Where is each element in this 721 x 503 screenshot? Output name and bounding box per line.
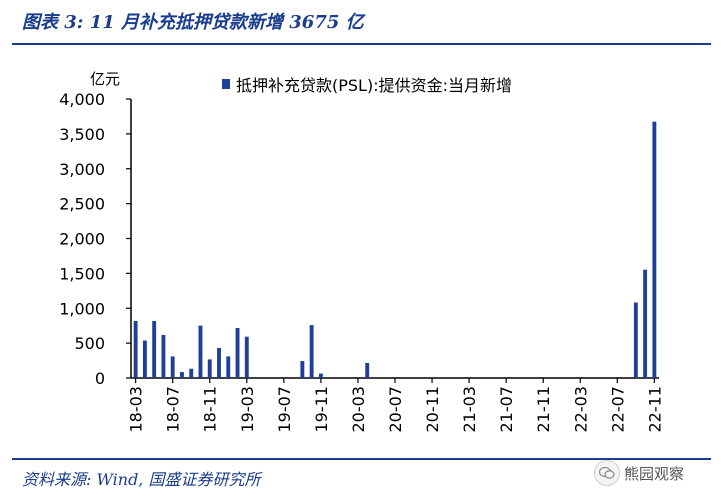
x-tick-label: 21-03 <box>460 386 479 433</box>
legend: 抵押补充贷款(PSL):提供资金:当月新增 <box>222 72 512 96</box>
source-note: 资料来源: Wind, 国盛证券研究所 <box>22 470 261 489</box>
x-tick-label: 19-03 <box>238 386 257 433</box>
title-rule <box>12 43 711 45</box>
x-tick-label: 20-03 <box>349 386 368 433</box>
y-tick-label: 2,000 <box>59 230 105 249</box>
source-rule <box>12 458 711 460</box>
legend-swatch <box>222 79 230 89</box>
y-tick-label: 4,000 <box>59 90 105 109</box>
y-tick-label: 1,000 <box>59 299 105 318</box>
y-tick-label: 500 <box>74 334 105 353</box>
y-tick-label: 3,500 <box>59 125 105 144</box>
x-tick-label: 18-03 <box>127 386 146 433</box>
bar <box>161 334 166 378</box>
x-tick-label: 22-03 <box>571 386 590 433</box>
x-tick-label: 20-11 <box>423 386 442 433</box>
x-tick-label: 21-11 <box>534 386 553 433</box>
bar <box>226 356 231 378</box>
watermark-text: 熊园观察 <box>624 464 685 483</box>
x-tick-label: 20-07 <box>386 386 405 433</box>
bar <box>643 269 648 378</box>
x-tick-label: 22-07 <box>608 386 627 433</box>
x-tick-label: 19-11 <box>312 386 331 433</box>
bar <box>189 368 194 378</box>
bar <box>152 321 157 378</box>
x-tick-label: 18-11 <box>201 386 220 433</box>
watermark: 熊园观察 <box>594 460 684 486</box>
y-axis-label: 亿元 <box>90 70 121 88</box>
legend-label: 抵押补充贷款(PSL):提供资金:当月新增 <box>236 76 512 95</box>
x-tick-label: 18-07 <box>164 386 183 433</box>
figure-title: 图表 3: 11 月补充抵押贷款新增 3675 亿 <box>22 12 364 33</box>
y-tick-label: 1,500 <box>59 264 105 283</box>
bar <box>244 336 249 378</box>
bar <box>180 372 184 378</box>
y-tick-label: 0 <box>95 369 105 388</box>
wechat-icon <box>594 460 620 486</box>
bar <box>309 325 314 378</box>
y-tick-label: 3,000 <box>59 160 105 179</box>
bar <box>300 361 305 378</box>
bar <box>217 347 221 378</box>
x-tick-label: 19-07 <box>275 386 294 433</box>
bar <box>235 327 240 378</box>
bar <box>652 121 657 379</box>
bar <box>633 302 638 378</box>
x-tick-label: 22-11 <box>645 386 664 433</box>
x-tick-label: 21-07 <box>497 386 516 433</box>
bar <box>318 373 323 378</box>
y-tick-label: 2,500 <box>59 195 105 214</box>
bar <box>170 356 175 378</box>
bar <box>365 362 370 378</box>
bar <box>133 320 138 378</box>
bar <box>207 359 212 378</box>
bar <box>198 325 203 378</box>
bar <box>142 340 147 378</box>
